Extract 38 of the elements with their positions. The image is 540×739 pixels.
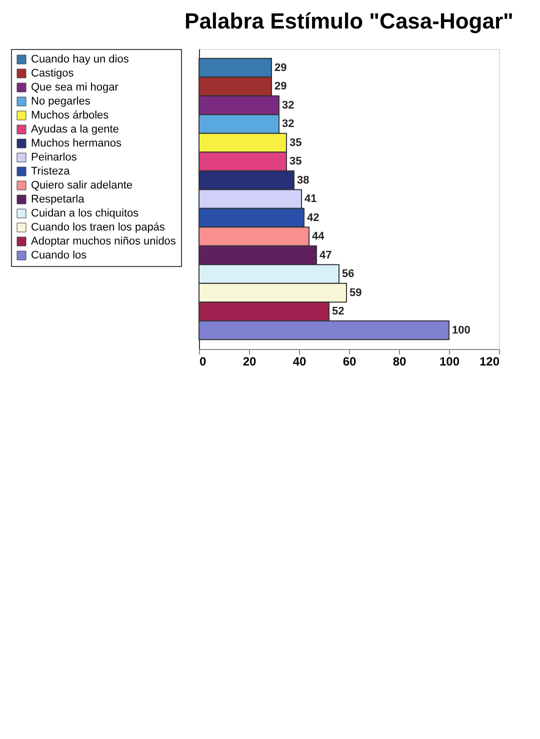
legend-label: Cuando hay un dios: [31, 54, 130, 66]
data-label: 29: [274, 80, 287, 92]
x-tick-label: 120: [479, 354, 500, 368]
data-label: 38: [297, 174, 310, 186]
legend-label: Tristeza: [31, 166, 71, 178]
legend-label: Muchos hermanos: [31, 138, 122, 150]
legend-label: Adoptar muchos niños unidos: [31, 236, 176, 248]
x-tick-label: 100: [439, 354, 460, 368]
legend-label: Cuando los traen los papás: [31, 222, 166, 234]
data-label: 100: [452, 324, 470, 336]
chart-title: Palabra Estímulo "Casa-Hogar": [184, 8, 514, 34]
data-label: 32: [282, 99, 294, 112]
data-label: 35: [290, 136, 302, 149]
data-label: 52: [332, 306, 344, 318]
x-tick-label: 40: [292, 354, 306, 368]
legend-label: No pegarles: [31, 96, 91, 108]
legend-label: Ayudas a la gente: [31, 124, 119, 136]
legend-label: Que sea mi hogar: [31, 82, 119, 94]
data-label: 32: [282, 118, 294, 130]
data-label: 59: [350, 286, 362, 299]
data-label: 35: [290, 156, 302, 168]
x-tick-label: 0: [200, 354, 206, 368]
x-tick-label: 80: [392, 354, 406, 368]
legend-label: Peinarlos: [31, 152, 78, 164]
data-label: 41: [304, 193, 317, 205]
legend-label: Cuando los: [31, 250, 88, 262]
data-label: 42: [307, 212, 320, 224]
legend-label: Respetarla: [31, 194, 86, 206]
legend-label: Cuidan a los chiquitos: [31, 208, 140, 220]
x-tick-label: 20: [242, 354, 256, 368]
data-label: 29: [274, 62, 287, 74]
data-label: 47: [320, 249, 332, 262]
legend-label: Castigos: [31, 68, 74, 80]
data-label: 44: [312, 230, 326, 242]
data-label: 56: [342, 268, 354, 280]
legend-label: Muchos árboles: [31, 110, 110, 122]
legend-label: Quiero salir adelante: [31, 180, 133, 192]
x-tick-label: 60: [342, 354, 356, 368]
